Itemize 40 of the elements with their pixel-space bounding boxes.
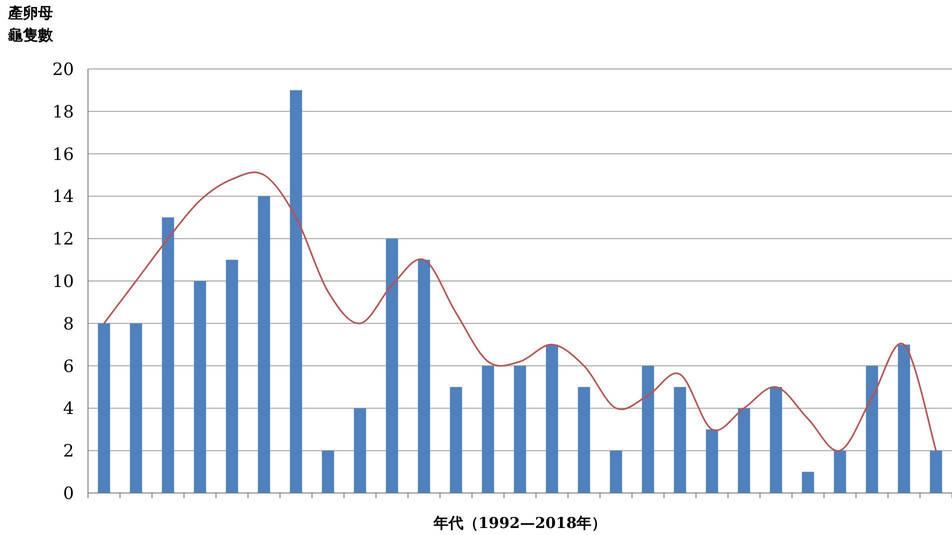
bar: [674, 387, 686, 493]
y-tick-label: 20: [52, 60, 74, 80]
bar: [258, 196, 270, 493]
bar: [802, 472, 814, 493]
bar: [162, 217, 174, 493]
bar: [866, 366, 878, 493]
bar: [290, 90, 302, 493]
y-tick-label: 14: [52, 187, 74, 208]
bar: [194, 281, 206, 493]
bar: [322, 450, 334, 493]
y-tick-label: 18: [52, 102, 74, 122]
bar: [482, 366, 494, 493]
bar: [226, 260, 238, 493]
y-tick-label: 6: [63, 356, 74, 377]
bar: [130, 323, 142, 493]
bar: [770, 387, 782, 493]
bar: [354, 408, 366, 493]
bar: [546, 344, 558, 493]
y-tick-label: 4: [63, 399, 74, 420]
y-tick-label: 8: [63, 314, 74, 334]
y-tick-label: 12: [52, 230, 74, 250]
bar: [642, 366, 654, 493]
x-axis-title: 年代（1992—2018年）: [432, 514, 607, 532]
bar: [706, 429, 718, 493]
y-tick-label: 16: [52, 144, 74, 165]
bar: [98, 323, 110, 493]
bar: [514, 366, 526, 493]
bar: [898, 344, 910, 493]
bar: [418, 260, 430, 493]
bar: [450, 387, 462, 493]
y-tick-label: 10: [52, 272, 74, 292]
bar: [930, 450, 942, 493]
bar: [610, 450, 622, 493]
y-tick-label: 0: [63, 484, 74, 504]
bar: [738, 408, 750, 493]
y-axis-title: 產卵母龜隻數: [7, 4, 54, 44]
bar: [578, 387, 590, 493]
bar: [834, 450, 846, 493]
bar: [386, 238, 398, 493]
y-tick-label: 2: [63, 442, 74, 462]
